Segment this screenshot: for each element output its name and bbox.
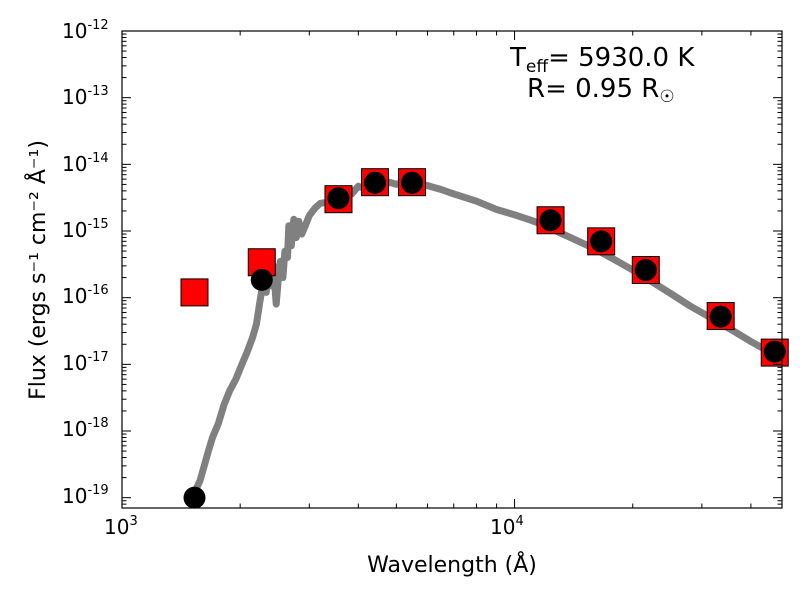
y-axis-label: Flux (ergs s⁻¹ cm⁻² Å⁻¹) bbox=[24, 140, 51, 400]
y-tick-label-1e-14: 10-14 bbox=[62, 151, 109, 176]
teff-annotation: Teff= 5930.0 K bbox=[509, 43, 695, 77]
y-tick-label-1e-19: 10-19 bbox=[62, 483, 109, 508]
plot-frame bbox=[121, 30, 783, 509]
x-axis-label: Wavelength (Å) bbox=[367, 551, 537, 578]
synthetic-flux-point bbox=[250, 268, 273, 291]
x-tick-label-10000: 104 bbox=[490, 514, 524, 539]
y-tick-label-1e-12: 10-12 bbox=[62, 18, 109, 43]
synthetic-flux-point bbox=[763, 340, 786, 363]
synthetic-flux-point bbox=[634, 259, 657, 282]
model-spectrum bbox=[189, 177, 786, 499]
plot-area bbox=[122, 31, 782, 508]
synthetic-flux-point bbox=[363, 171, 386, 194]
y-tick-label-1e-15: 10-15 bbox=[62, 217, 109, 242]
x-tick-label-1000: 103 bbox=[104, 514, 138, 539]
synthetic-flux-point bbox=[709, 305, 732, 328]
y-tick-label-1e-13: 10-13 bbox=[62, 84, 109, 109]
synthetic-flux-point bbox=[590, 230, 613, 253]
axis-ticks bbox=[121, 30, 782, 509]
radius-annotation: R= 0.95 R☉ bbox=[527, 74, 675, 107]
model-spectrum-line bbox=[189, 177, 786, 499]
y-tick-label-1e-17: 10-17 bbox=[62, 350, 109, 375]
synthetic-flux-point bbox=[539, 209, 562, 232]
y-tick-label-1e-16: 10-16 bbox=[62, 283, 109, 308]
synthetic-flux-point bbox=[327, 187, 350, 210]
y-tick-label-1e-18: 10-18 bbox=[62, 416, 109, 441]
observed-flux-point bbox=[180, 278, 209, 307]
synthetic-flux-point bbox=[183, 486, 206, 509]
synthetic-flux-point bbox=[401, 171, 424, 194]
synthetic-flux-markers bbox=[183, 171, 786, 509]
